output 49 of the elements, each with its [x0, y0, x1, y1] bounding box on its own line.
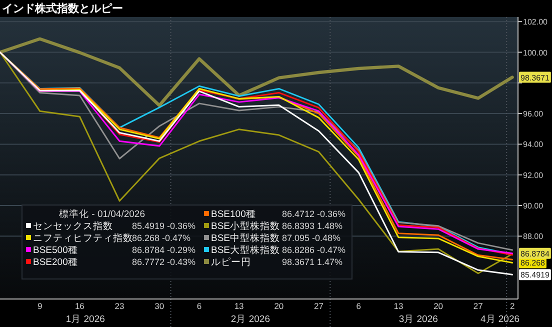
annotation: 86.8286 -0.47%: [282, 245, 346, 255]
y-tick-label: 100.00: [523, 48, 548, 58]
y-tick-label: 88.00: [523, 232, 544, 242]
y-tick-label: 102.00: [523, 18, 548, 27]
data-label: 86.268: [520, 258, 546, 268]
x-tick-label: 27: [314, 301, 324, 311]
legend-label: ニフティヒフティ指数: [33, 232, 133, 244]
x-tick-label: 9: [37, 301, 42, 311]
x-tick-label: 16: [74, 301, 85, 311]
legend-label: BSE100種: [211, 209, 256, 220]
line-series: [0, 37, 514, 108]
legend-title: 標準化 - 01/04/2026: [59, 208, 145, 220]
annotation: 85.4919 -0.36%: [132, 221, 196, 231]
x-tick-label: 13: [234, 301, 244, 311]
annotation: 86.4712 -0.36%: [282, 209, 346, 219]
legend-label: BSE中型株指数: [211, 232, 280, 244]
legend-label: センセックス指数: [33, 220, 113, 232]
x-tick-label: 20: [434, 301, 444, 311]
x-tick-label: 23: [114, 301, 125, 311]
x-tick-label: 6: [196, 301, 202, 311]
x-tick-label: 6: [356, 301, 362, 311]
text: 3月 2026: [398, 314, 438, 325]
x-tick-label: 2: [510, 301, 515, 311]
annotation: 98.3671 1.47%: [282, 257, 343, 267]
text: 2月 2026: [230, 314, 270, 325]
annotation: 87.095 -0.48%: [282, 233, 341, 243]
legend-label: BSE大型株指数: [211, 244, 280, 256]
text: 1月 2026: [66, 314, 105, 325]
data-label: 86.8784: [520, 249, 550, 258]
data-label: 98.3671: [520, 73, 550, 82]
legend-label: BSE500種: [33, 245, 78, 256]
x-tick-label: 13: [394, 301, 404, 311]
x-tick-label: 20: [274, 301, 284, 311]
legend-label: ルピー円: [211, 257, 251, 268]
y-tick-label: 90.00: [523, 202, 544, 211]
legend-label: BSE小型株指数: [211, 220, 280, 232]
text: 4月 2026: [480, 314, 520, 325]
annotation: 86.8784 -0.29%: [132, 245, 196, 255]
annotation: 86.7772 -0.43%: [132, 257, 196, 267]
y-tick-label: 92.00: [523, 170, 544, 180]
chart-title: インド株式指数とルピー: [2, 2, 123, 15]
legend-label: BSE200種: [33, 257, 78, 268]
data-label: 85.4919: [520, 270, 550, 280]
annotation: 86.268 -0.47%: [132, 233, 191, 243]
annotation: 86.8393 1.48%: [282, 221, 343, 231]
y-tick-label: 96.00: [523, 110, 544, 119]
x-tick-label: 27: [473, 301, 484, 311]
x-tick-label: 30: [154, 301, 164, 311]
y-tick-label: 94.00: [523, 140, 544, 150]
